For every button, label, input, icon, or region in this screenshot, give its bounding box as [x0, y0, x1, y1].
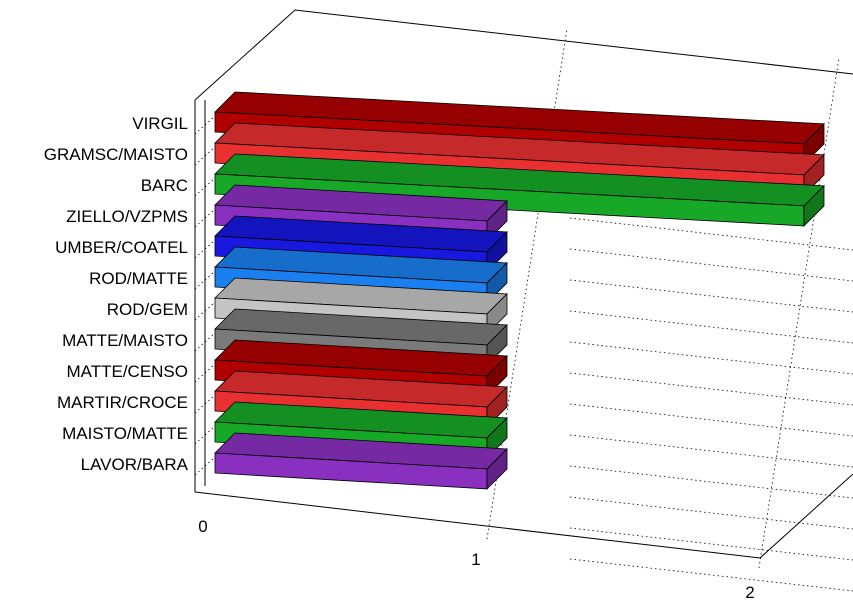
category-label: MAISTO/MATTE — [62, 424, 188, 443]
category-label: ZIELLO/VZPMS — [66, 207, 188, 226]
gridline-backwall — [569, 310, 853, 344]
x-tick-label: 0 — [198, 517, 207, 536]
gridline-placeholder — [585, 248, 853, 288]
bars — [214, 91, 825, 490]
category-label: ROD/MATTE — [89, 269, 188, 288]
x-tick-labels: 0 1 2 — [198, 517, 754, 602]
category-label: MARTIR/CROCE — [57, 393, 188, 412]
bar-barc — [214, 153, 825, 227]
gridline-placeholder — [585, 279, 853, 319]
gridline-placeholder — [585, 465, 853, 505]
bar-side-face — [803, 184, 825, 227]
floor-right-edge — [759, 473, 853, 559]
gridline-placeholder — [585, 310, 853, 350]
category-label: MATTE/MAISTO — [62, 331, 188, 350]
gridline-placeholder — [585, 217, 853, 257]
gridline-backwall — [569, 465, 853, 499]
gridline-backwall — [569, 372, 853, 406]
gridline-placeholder — [585, 434, 853, 474]
back-wall-top-edge — [194, 9, 853, 101]
category-label: MATTE/CENSO — [66, 362, 188, 381]
floor-front-edge — [194, 491, 761, 559]
bar-side-face — [486, 447, 508, 490]
category-label: ROD/GEM — [107, 300, 188, 319]
gridline-backwall — [569, 217, 853, 251]
gridline-backwall — [569, 558, 853, 592]
gridline-backwall — [569, 341, 853, 375]
gridline-x — [758, 57, 840, 569]
gridline-backwall — [569, 248, 853, 282]
gridline-backwall — [569, 403, 853, 437]
category-labels: VIRGIL GRAMSC/MAISTO BARC ZIELLO/VZPMS UMBER… — [44, 114, 189, 474]
gridline-backwall — [569, 527, 853, 561]
gridline-placeholder — [585, 403, 853, 443]
category-label: BARC — [141, 176, 188, 195]
gridline-backwall — [569, 434, 853, 468]
gridline-backwall — [569, 279, 853, 313]
x-tick-label: 2 — [745, 583, 754, 602]
category-label: UMBER/COATEL — [55, 238, 188, 257]
category-label: GRAMSC/MAISTO — [44, 145, 188, 164]
category-label: LAVOR/BARA — [81, 455, 189, 474]
bar-lavor-bara — [214, 432, 508, 490]
category-label: VIRGIL — [132, 114, 188, 133]
gridline-placeholder — [585, 341, 853, 381]
chart-frame — [194, 9, 853, 559]
x-tick-label: 1 — [471, 550, 480, 569]
gridline-placeholder — [585, 372, 853, 412]
